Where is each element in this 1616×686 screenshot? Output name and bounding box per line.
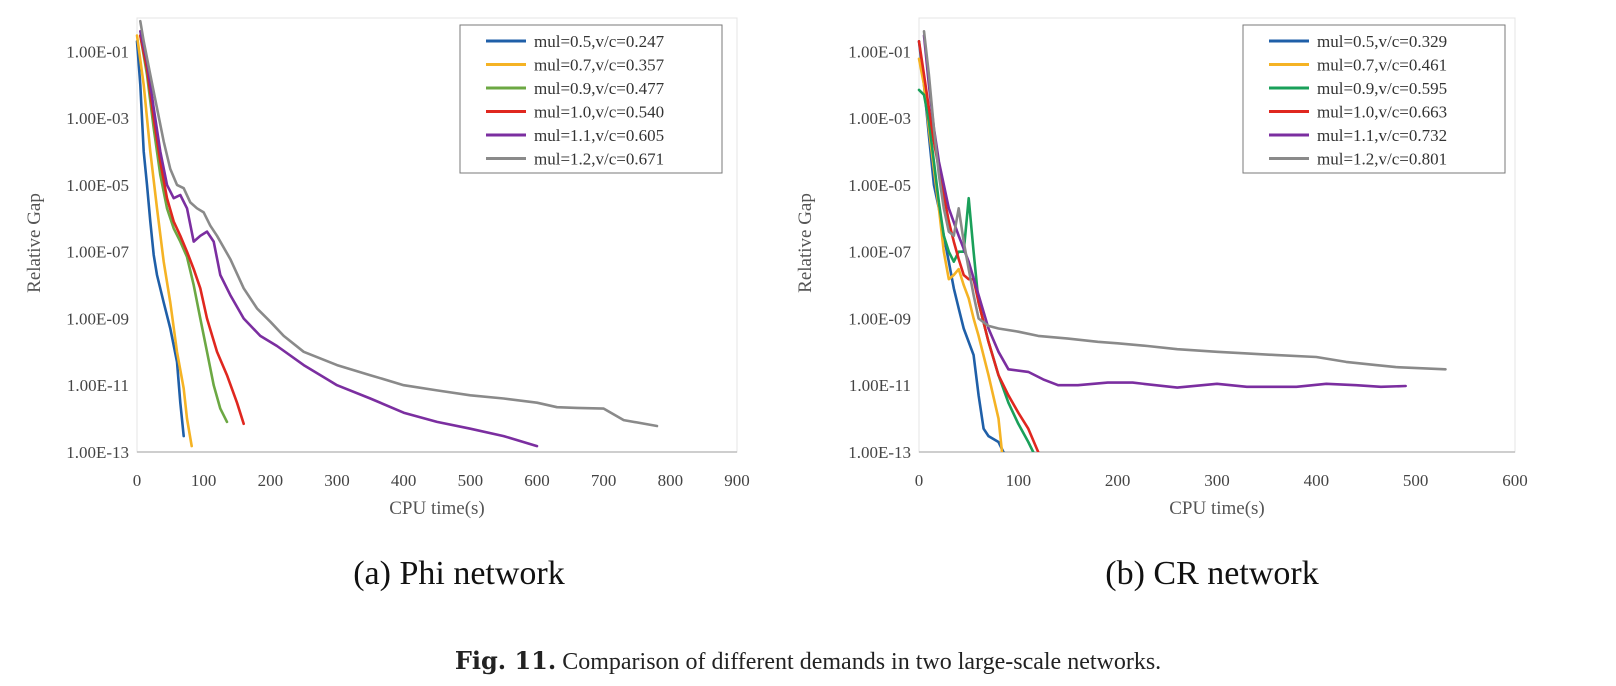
x-tick-label: 300 <box>324 471 350 490</box>
x-tick-label: 0 <box>915 471 924 490</box>
y-tick-label: 1.00E-03 <box>848 109 911 128</box>
x-axis-label: CPU time(s) <box>1169 498 1265 519</box>
legend-entry: mul=1.2,v/c=0.801 <box>1317 150 1447 169</box>
y-tick-label: 1.00E-13 <box>848 443 911 462</box>
legend-entry: mul=1.0,v/c=0.663 <box>1317 103 1447 122</box>
legend: mul=0.5,v/c=0.329 mul=0.7,v/c=0.461 mul=0.… <box>1242 24 1506 174</box>
legend-entry: mul=0.7,v/c=0.357 <box>534 56 665 75</box>
x-tick-label: 300 <box>1204 471 1230 490</box>
y-tick-label: 1.00E-13 <box>66 443 129 462</box>
y-tick-label: 1.00E-09 <box>66 309 129 328</box>
series-group <box>917 29 1447 452</box>
legend-entry: mul=0.5,v/c=0.329 <box>1317 32 1447 51</box>
y-tick-label: 1.00E-05 <box>848 176 911 195</box>
y-axis-label: Relative Gap <box>795 193 816 293</box>
series-line-2 <box>139 34 229 424</box>
series-line-4 <box>922 34 1407 389</box>
series-line-0 <box>917 39 1005 452</box>
y-tick-label: 1.00E-11 <box>849 376 911 395</box>
x-tick-label: 100 <box>191 471 217 490</box>
y-tick-label: 1.00E-05 <box>66 176 129 195</box>
chart-cr-network: 1.00E-01 1.00E-03 1.00E-05 1.00E-07 1.00E-09… <box>795 17 1528 592</box>
y-tick-label: 1.00E-07 <box>848 243 911 262</box>
legend-entry: mul=1.2,v/c=0.671 <box>534 150 664 169</box>
legend-box <box>1242 24 1506 174</box>
x-tick-label: 900 <box>724 471 750 490</box>
x-tick-label: 400 <box>391 471 417 490</box>
x-tick-label: 100 <box>1006 471 1032 490</box>
x-tick-label: 800 <box>658 471 684 490</box>
legend-box <box>459 24 723 174</box>
x-tick-label: 0 <box>133 471 142 490</box>
legend-entry: mul=0.7,v/c=0.461 <box>1317 56 1447 75</box>
figure-caption-label: Fig. 11. <box>454 646 557 675</box>
panel-caption: (b) CR network <box>1105 555 1318 592</box>
x-axis-label: CPU time(s) <box>389 498 485 519</box>
legend-entry: mul=0.9,v/c=0.477 <box>534 79 665 98</box>
legend-entry: mul=1.1,v/c=0.732 <box>1317 126 1447 145</box>
y-tick-label: 1.00E-01 <box>66 42 129 61</box>
x-tick-label: 200 <box>258 471 284 490</box>
y-axis-label: Relative Gap <box>24 193 45 293</box>
legend-entry: mul=0.5,v/c=0.247 <box>534 32 665 51</box>
x-tick-label: 500 <box>458 471 484 490</box>
x-tick-label: 500 <box>1403 471 1429 490</box>
y-tick-label: 1.00E-03 <box>66 109 129 128</box>
legend-entry: mul=0.9,v/c=0.595 <box>1317 79 1447 98</box>
legend: mul=0.5,v/c=0.247 mul=0.7,v/c=0.357 mul=0.… <box>459 24 723 174</box>
y-tick-label: 1.00E-09 <box>848 309 911 328</box>
series-line-1 <box>135 34 193 448</box>
y-tick-label: 1.00E-01 <box>848 42 911 61</box>
x-tick-label: 400 <box>1304 471 1330 490</box>
y-tick-label: 1.00E-07 <box>66 243 129 262</box>
x-tick-label: 200 <box>1105 471 1131 490</box>
series-group <box>135 19 659 448</box>
y-tick-label: 1.00E-11 <box>67 376 129 395</box>
panel-caption: (a) Phi network <box>353 555 565 592</box>
legend-entry: mul=1.1,v/c=0.605 <box>534 126 664 145</box>
x-tick-label: 600 <box>1502 471 1528 490</box>
legend-entry: mul=1.0,v/c=0.540 <box>534 103 664 122</box>
figure-caption: Fig. 11. Comparison of different demands… <box>0 646 1616 676</box>
series-line-3 <box>917 39 1040 452</box>
chart-phi-network: 1.00E-01 1.00E-03 1.00E-05 1.00E-07 1.00E-09… <box>24 17 750 592</box>
x-tick-label: 600 <box>524 471 550 490</box>
series-line-4 <box>139 29 539 448</box>
series-line-5 <box>922 29 1447 371</box>
figure-caption-text: Comparison of different demands in two l… <box>562 649 1162 675</box>
series-line-3 <box>139 34 245 426</box>
series-line-0 <box>135 39 185 438</box>
x-tick-label: 700 <box>591 471 617 490</box>
series-line-5 <box>139 19 659 428</box>
